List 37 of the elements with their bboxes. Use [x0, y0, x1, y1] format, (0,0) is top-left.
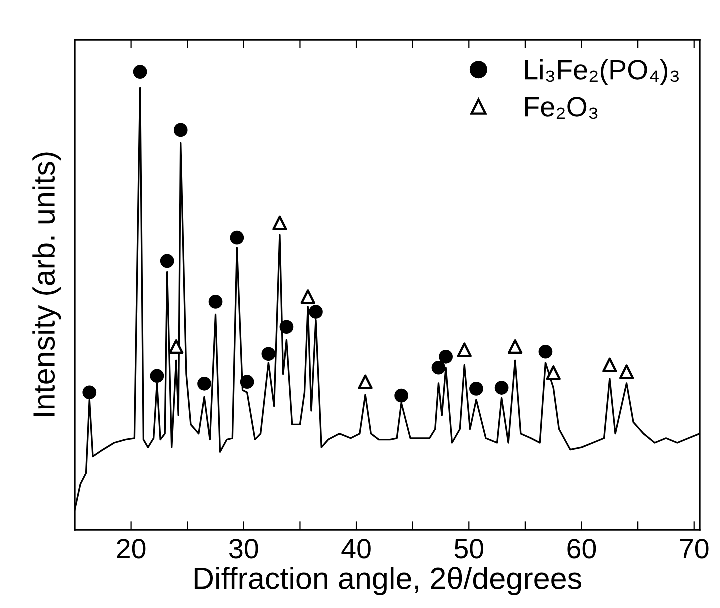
point — [169, 340, 184, 354]
point — [208, 295, 223, 309]
point — [160, 254, 174, 268]
point — [470, 382, 484, 396]
point — [272, 216, 288, 230]
point — [240, 375, 254, 390]
legend-label: Fe₂O₃ — [525, 97, 598, 120]
x-tick-label: 20 — [117, 539, 146, 559]
point — [546, 366, 561, 380]
point — [494, 381, 509, 395]
point — [457, 342, 472, 358]
point — [174, 123, 188, 138]
x-tick-label: 60 — [568, 539, 596, 559]
point — [358, 374, 373, 390]
point — [439, 350, 453, 364]
point — [280, 320, 294, 334]
point — [309, 305, 323, 319]
point — [82, 386, 97, 400]
point — [198, 376, 212, 391]
point — [508, 340, 523, 354]
x-tick-label: 40 — [342, 539, 371, 559]
point — [262, 347, 276, 362]
point — [619, 364, 634, 380]
x-tick-label: 70 — [680, 539, 709, 559]
point — [602, 358, 618, 372]
x-tick-label: 50 — [454, 539, 484, 559]
point — [394, 388, 408, 403]
point — [300, 290, 316, 304]
point — [230, 230, 244, 245]
x-axis-title: Diffraction angle, 2θ/degrees — [194, 567, 582, 596]
y-axis-title: Intensity (arb. units) — [32, 152, 62, 416]
point — [432, 360, 446, 375]
point — [133, 65, 148, 79]
point — [538, 344, 553, 359]
legend-label: Li₃Fe₂(PO₄)₃ — [525, 59, 679, 86]
x-tick-label: 30 — [230, 539, 258, 559]
point — [150, 369, 164, 384]
